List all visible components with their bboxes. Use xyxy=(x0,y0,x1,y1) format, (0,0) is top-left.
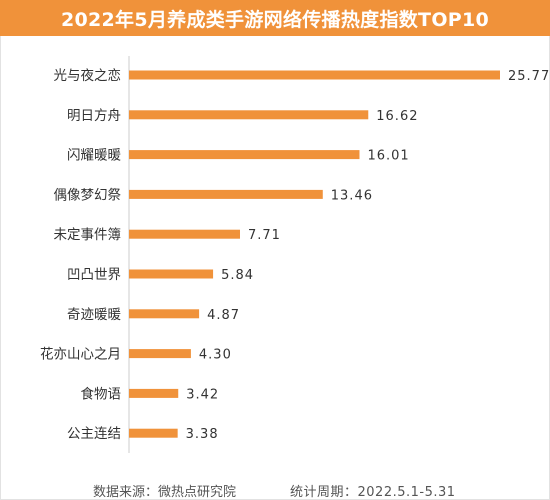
category-label: 光与夜之恋 xyxy=(54,67,122,84)
chart-title: 2022年5月养成类手游网络传播热度指数TOP10 xyxy=(60,8,490,31)
bar xyxy=(129,150,360,160)
footer: 数据来源：微热点研究院 统计周期：2022.5.1-5.31 xyxy=(0,478,550,500)
value-label: 16.01 xyxy=(367,149,409,164)
category-label: 公主连结 xyxy=(67,426,121,442)
bar xyxy=(129,229,240,239)
value-label: 5.84 xyxy=(221,268,254,283)
bar-chart: 光与夜之恋 25.77 明日方舟 16.62 闪耀暖暖 16.01 偶像梦幻祭 13.46 未定… xyxy=(40,56,550,453)
category-label: 未定事件簿 xyxy=(54,227,122,243)
bar xyxy=(129,110,369,120)
value-label: 4.30 xyxy=(199,348,232,363)
bar xyxy=(129,349,191,359)
bar xyxy=(129,428,178,438)
statistics-period-note: 统计周期：2022.5.1-5.31 xyxy=(290,485,456,500)
data-source-note: 数据来源：微热点研究院 xyxy=(93,485,237,500)
bar xyxy=(129,70,500,80)
category-label: 偶像梦幻祭 xyxy=(54,187,122,203)
value-label: 13.46 xyxy=(331,188,373,203)
category-label: 明日方舟 xyxy=(67,108,121,124)
value-label: 4.87 xyxy=(207,308,240,323)
category-label: 凹凸世界 xyxy=(67,267,121,283)
title-bar: 2022年5月养成类手游网络传播热度指数TOP10 xyxy=(0,0,550,36)
bars-group: 光与夜之恋 25.77 明日方舟 16.62 闪耀暖暖 16.01 偶像梦幻祭 13.46 未定… xyxy=(40,67,550,442)
bar xyxy=(129,189,323,199)
category-label: 闪耀暖暖 xyxy=(67,148,121,164)
value-label: 3.42 xyxy=(186,387,219,402)
bar xyxy=(129,388,179,398)
category-label: 食物语 xyxy=(81,385,122,402)
bar xyxy=(129,309,200,319)
category-label: 奇迹暖暖 xyxy=(67,306,121,323)
value-label: 25.77 xyxy=(508,69,550,84)
value-label: 16.62 xyxy=(376,109,418,124)
value-label: 7.71 xyxy=(248,228,281,243)
value-label: 3.38 xyxy=(186,427,219,442)
bar xyxy=(129,269,214,279)
category-label: 花亦山心之月 xyxy=(40,347,121,363)
